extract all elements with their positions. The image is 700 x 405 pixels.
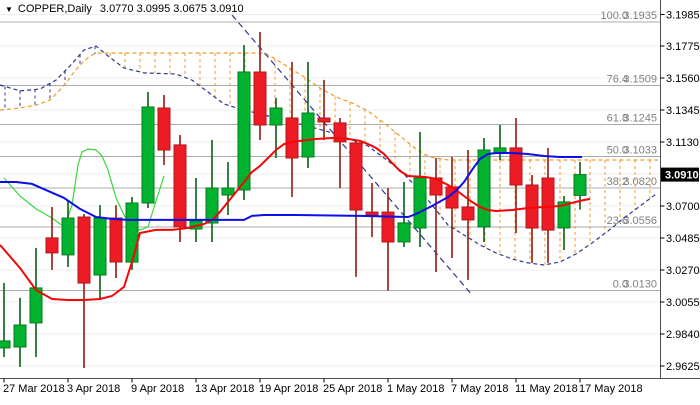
candle-body [573, 174, 587, 196]
ichimoku-kijun-line [0, 152, 582, 221]
candle-body [253, 71, 267, 126]
symbol-period-label: COPPER,Daily [17, 3, 92, 15]
fib-price-label: 3.1509 [623, 73, 657, 85]
ichimoku-chikou-line [3, 148, 165, 231]
fib-price-label: 3.0556 [623, 215, 657, 227]
candle-body [237, 71, 251, 191]
fib-price-label: 3.1033 [623, 144, 657, 156]
candle-body [13, 324, 27, 348]
candle-body [285, 117, 299, 159]
date-tick-label: 1 May 2018 [387, 383, 444, 395]
time-axis[interactable]: 27 Mar 2018 3 Apr 2018 9 Apr 2018 13 Apr 20… [3, 378, 643, 396]
candle-body [365, 211, 379, 216]
date-tick-label: 27 Mar 2018 [3, 383, 65, 395]
candle-body [301, 112, 315, 158]
date-tick-label: 11 May 2018 [515, 383, 578, 395]
fib-price-label: 3.0130 [623, 279, 657, 291]
candle-body [397, 222, 411, 243]
chart-border [0, 0, 700, 379]
candle-body [461, 206, 475, 221]
candle-body [269, 107, 283, 126]
fib-price-label: 3.1245 [623, 113, 657, 125]
candle-body [381, 211, 395, 243]
fib-level-label: 61.8 [607, 113, 628, 125]
candle-body [29, 287, 43, 324]
price-axis[interactable]: 3.19853.17753.15603.13453.11303.09153.07… [660, 10, 700, 373]
fib-level-label: 50.0 [607, 144, 628, 156]
chikou-span [3, 148, 165, 231]
fib-price-label: 3.0820 [623, 176, 657, 188]
date-tick-label: 7 May 2018 [451, 383, 508, 395]
price-tick-label: 2.9625 [666, 361, 700, 373]
candle-body [0, 340, 11, 349]
candle-body [477, 149, 491, 228]
date-tick-label: 19 Apr 2018 [259, 383, 318, 395]
candle-body [317, 117, 331, 123]
senkou-span-b [0, 52, 658, 161]
candle-body [557, 201, 571, 229]
candle-body [541, 177, 555, 231]
fib-price-label: 3.1935 [623, 10, 657, 22]
date-tick-label: 17 May 2018 [579, 383, 643, 395]
candle-body [173, 144, 187, 228]
candle-body [125, 202, 139, 263]
candle-body [429, 177, 443, 196]
candle-body [45, 237, 59, 254]
fib-level-label: 0.0 [613, 279, 628, 291]
candle-body [205, 187, 219, 224]
price-tick-label: 3.1560 [666, 73, 700, 85]
candle-body [349, 142, 363, 211]
date-tick-label: 9 Apr 2018 [131, 383, 184, 395]
candle-body [77, 216, 91, 284]
fib-level-label: 76.4 [607, 73, 628, 85]
fib-level-label: 38.2 [607, 176, 628, 188]
current-price-label: 3.0910 [665, 170, 699, 182]
ohlc-values-label: 3.0770 3.0995 3.0675 3.0910 [99, 3, 244, 15]
price-tick-label: 3.0485 [666, 233, 700, 245]
candle-body [157, 107, 171, 151]
date-tick-label: 13 Apr 2018 [195, 383, 254, 395]
current-price-tag: 3.0910 [661, 167, 699, 182]
price-tick-label: 3.1775 [666, 41, 700, 53]
date-tick-label: 25 Apr 2018 [323, 383, 382, 395]
candle-body [413, 177, 427, 229]
fib-level-label: 23.6 [607, 215, 628, 227]
candlesticks [0, 32, 587, 368]
price-tick-label: 2.9840 [666, 329, 700, 341]
current-price-tag-box [661, 167, 699, 182]
price-tick-label: 3.1130 [666, 137, 699, 149]
candle-body [109, 217, 123, 263]
chart-title: ▼ COPPER,Daily 3.0770 3.0995 3.0675 3.09… [5, 3, 244, 15]
candle-body [221, 187, 235, 196]
kijun-sen [0, 152, 582, 221]
ichimoku-tenkan-line [0, 136, 591, 301]
price-tick-label: 3.1985 [666, 10, 700, 22]
price-tick-label: 3.1345 [666, 105, 700, 117]
grid-lines [0, 14, 660, 367]
price-tick-label: 3.0270 [666, 265, 700, 277]
candle-body [141, 106, 155, 204]
date-tick-label: 3 Apr 2018 [67, 383, 120, 395]
price-tick-label: 3.0055 [666, 297, 700, 309]
tenkan-sen [0, 136, 591, 301]
candle-body [509, 147, 523, 186]
fib-level-label: 100.0 [600, 10, 628, 22]
candle-body [93, 217, 107, 276]
price-tick-label: 3.0700 [666, 201, 700, 213]
candle-body [333, 122, 347, 143]
symbol-dropdown-arrow-icon[interactable]: ▼ [5, 4, 13, 14]
candle-body [61, 217, 75, 256]
